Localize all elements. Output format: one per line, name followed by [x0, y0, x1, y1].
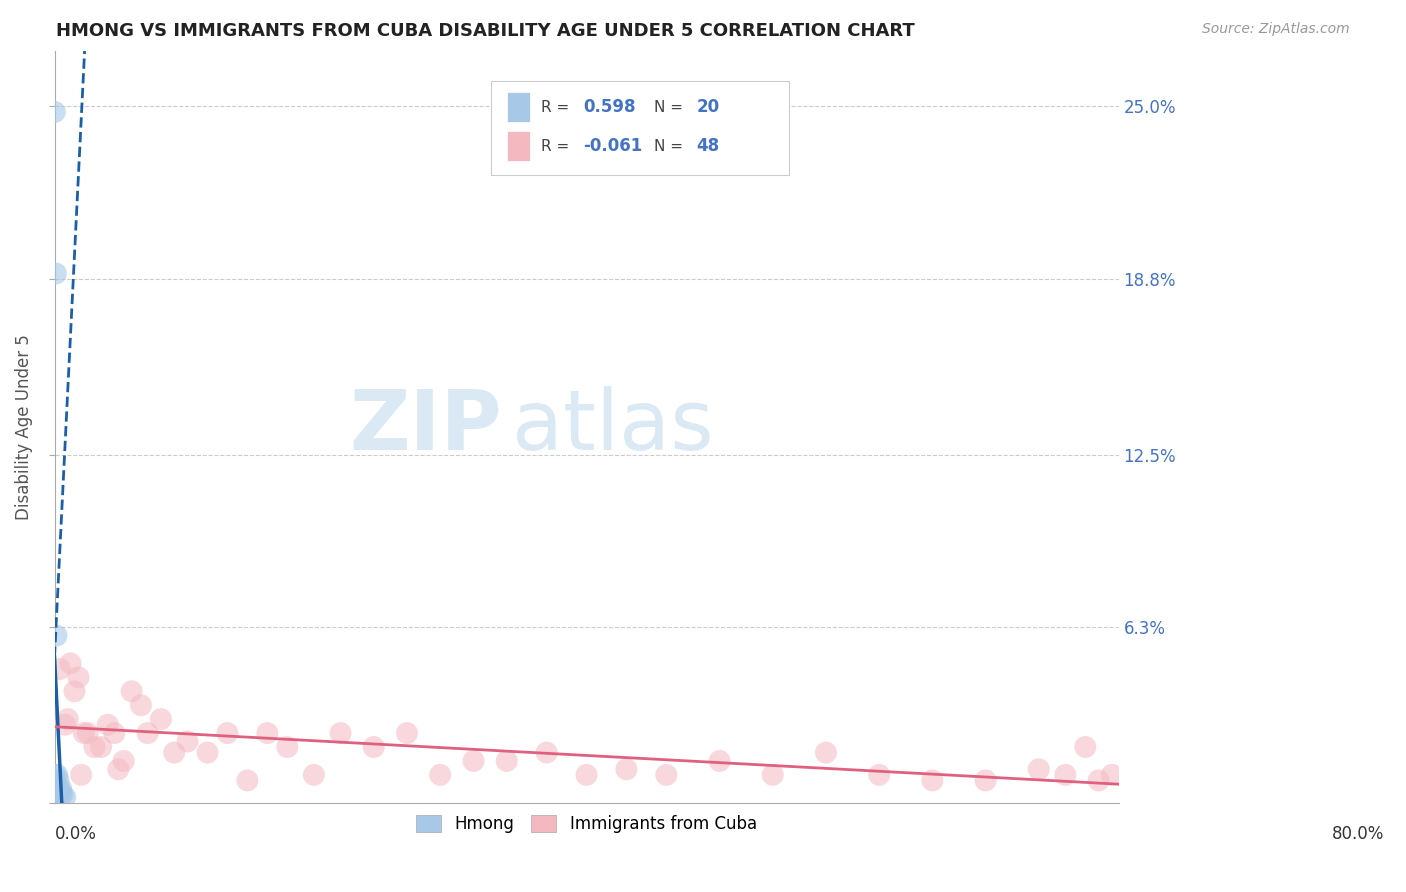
Point	[302, 768, 325, 782]
Point	[197, 746, 219, 760]
Point	[1028, 762, 1050, 776]
Point	[44, 768, 66, 782]
Point	[256, 726, 278, 740]
Point	[70, 768, 93, 782]
Point	[67, 670, 90, 684]
Point	[45, 629, 67, 643]
Point	[48, 788, 70, 802]
Point	[103, 726, 125, 740]
Point	[59, 657, 82, 671]
Point	[616, 762, 638, 776]
Point	[276, 739, 298, 754]
Point	[63, 684, 86, 698]
Bar	[506, 92, 530, 122]
Point	[1074, 739, 1097, 754]
Text: 0.598: 0.598	[583, 98, 636, 116]
Point	[814, 746, 837, 760]
Text: 0.0%: 0.0%	[55, 825, 97, 843]
Point	[49, 662, 72, 676]
Point	[112, 754, 135, 768]
Y-axis label: Disability Age Under 5: Disability Age Under 5	[15, 334, 32, 520]
Text: N =: N =	[654, 138, 688, 153]
Point	[90, 739, 112, 754]
Point	[53, 717, 76, 731]
Point	[868, 768, 890, 782]
Text: 80.0%: 80.0%	[1333, 825, 1385, 843]
Bar	[506, 131, 530, 161]
Point	[51, 788, 73, 802]
Point	[163, 746, 186, 760]
Point	[44, 773, 66, 788]
Point	[53, 790, 76, 805]
Point	[495, 754, 517, 768]
Point	[45, 788, 67, 802]
Point	[44, 105, 66, 120]
Text: N =: N =	[654, 100, 688, 114]
Point	[236, 773, 259, 788]
Point	[46, 768, 69, 782]
Point	[1101, 768, 1123, 782]
Point	[395, 726, 418, 740]
Point	[44, 779, 66, 793]
Point	[463, 754, 485, 768]
Point	[83, 739, 105, 754]
Text: -0.061: -0.061	[583, 137, 643, 155]
Text: HMONG VS IMMIGRANTS FROM CUBA DISABILITY AGE UNDER 5 CORRELATION CHART: HMONG VS IMMIGRANTS FROM CUBA DISABILITY…	[56, 22, 915, 40]
Point	[49, 784, 72, 798]
Text: R =: R =	[541, 100, 574, 114]
Point	[329, 726, 352, 740]
Text: Source: ZipAtlas.com: Source: ZipAtlas.com	[1202, 22, 1350, 37]
Point	[97, 717, 120, 731]
Point	[129, 698, 152, 713]
Text: 20: 20	[696, 98, 720, 116]
Point	[429, 768, 451, 782]
Point	[46, 781, 69, 796]
Point	[1054, 768, 1077, 782]
Point	[136, 726, 159, 740]
FancyBboxPatch shape	[491, 81, 789, 175]
Point	[48, 781, 70, 796]
Text: atlas: atlas	[512, 386, 714, 467]
Point	[575, 768, 598, 782]
Point	[45, 788, 67, 802]
Point	[1087, 773, 1109, 788]
Point	[363, 739, 385, 754]
Point	[762, 768, 785, 782]
Point	[974, 773, 997, 788]
Point	[709, 754, 731, 768]
Point	[51, 788, 73, 802]
Text: ZIP: ZIP	[349, 386, 502, 467]
Text: 48: 48	[696, 137, 720, 155]
Point	[107, 762, 129, 776]
Legend: Hmong, Immigrants from Cuba: Hmong, Immigrants from Cuba	[409, 808, 763, 839]
Point	[45, 267, 67, 281]
Text: R =: R =	[541, 138, 574, 153]
Point	[217, 726, 239, 740]
Point	[536, 746, 558, 760]
Point	[121, 684, 143, 698]
Point	[921, 773, 943, 788]
Point	[56, 712, 79, 726]
Point	[176, 734, 198, 748]
Point	[149, 712, 172, 726]
Point	[51, 781, 73, 796]
Point	[44, 781, 66, 796]
Point	[48, 773, 70, 788]
Point	[76, 726, 98, 740]
Point	[73, 726, 96, 740]
Point	[655, 768, 678, 782]
Point	[44, 784, 66, 798]
